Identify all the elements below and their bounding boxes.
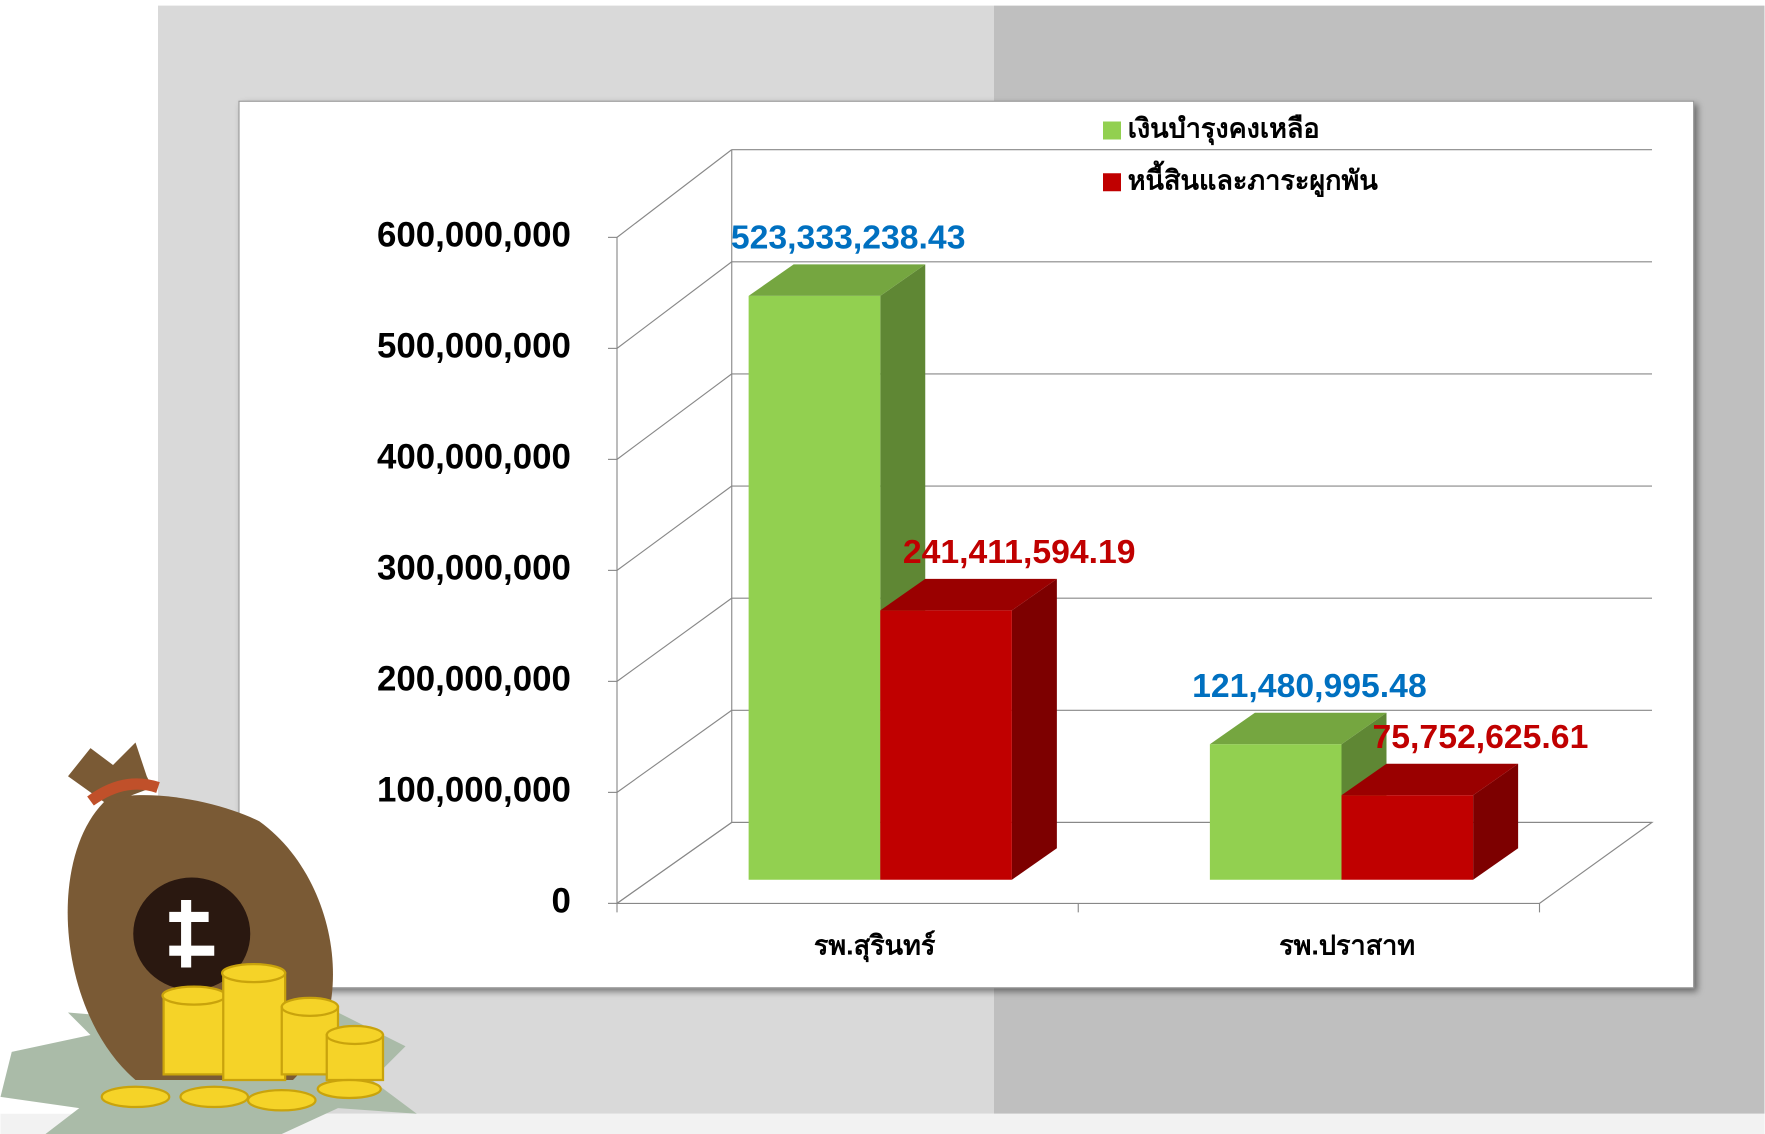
legend-label: เงินบำรุงคงเหลือ xyxy=(1128,114,1320,146)
y-tick-label: 200,000,000 xyxy=(377,660,571,699)
data-label: 523,333,238.43 xyxy=(731,219,966,257)
y-tick-label: 100,000,000 xyxy=(377,771,571,810)
data-label: 75,752,625.61 xyxy=(1373,718,1589,756)
x-tick-label: รพ.สุรินทร์ xyxy=(814,929,936,962)
y-tick-label: 600,000,000 xyxy=(377,216,571,255)
legend-swatch xyxy=(1103,122,1121,140)
data-label: 241,411,594.19 xyxy=(903,533,1136,571)
y-tick-label: 400,000,000 xyxy=(377,438,571,477)
bar xyxy=(1210,744,1342,880)
y-tick-label: 500,000,000 xyxy=(377,327,571,366)
legend-swatch xyxy=(1103,173,1121,191)
chart: 0 100,000,000 200,000,000 300,000,000 400,00… xyxy=(0,0,1765,1134)
x-tick-label: รพ.ปราสาท xyxy=(1279,930,1415,960)
bar xyxy=(749,296,881,880)
bar-side xyxy=(1012,579,1057,880)
page: {"chart_data": {"type": "bar", "categori… xyxy=(0,0,1765,1134)
bar xyxy=(1342,795,1474,880)
y-tick-label: 300,000,000 xyxy=(377,549,571,588)
bar xyxy=(880,610,1012,879)
y-tick-label: 0 xyxy=(551,882,570,921)
legend-label: หนี้สินและภาระผูกพัน xyxy=(1128,159,1379,197)
data-label: 121,480,995.48 xyxy=(1192,667,1427,705)
